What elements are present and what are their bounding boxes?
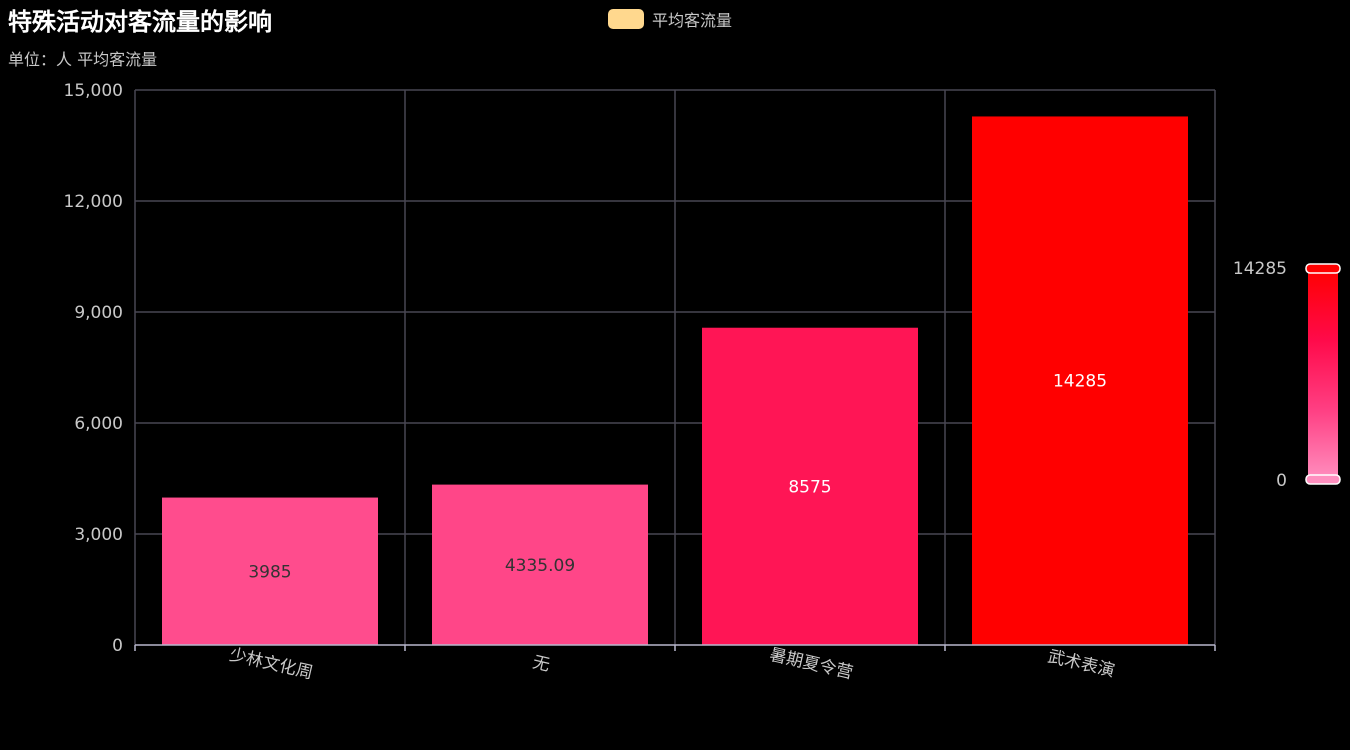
visual-map-bar <box>1308 268 1338 480</box>
x-category-label: 武术表演 <box>1046 647 1117 682</box>
visual-map-handle-bottom <box>1305 474 1341 485</box>
y-tick-label: 0 <box>112 636 123 656</box>
visual-map-min-label: 0 <box>1276 471 1287 491</box>
bar <box>972 116 1188 645</box>
visual-map-max-label: 14285 <box>1233 259 1287 279</box>
bar <box>702 327 918 645</box>
y-tick-label: 6,000 <box>74 414 123 434</box>
bar <box>162 497 378 645</box>
bar-value-label: 3985 <box>248 562 291 582</box>
x-category-label: 少林文化周 <box>227 645 314 684</box>
y-tick-label: 9,000 <box>74 303 123 323</box>
legend[interactable]: 平均客流量 <box>608 7 732 31</box>
bar-value-label: 14285 <box>1053 372 1107 392</box>
legend-swatch[interactable] <box>608 9 644 29</box>
x-category-label: 暑期夏令营 <box>767 645 854 684</box>
chart-subtitle: 单位：人 平均客流量 <box>8 50 158 69</box>
y-tick-label: 3,000 <box>74 525 123 545</box>
y-tick-label: 15,000 <box>64 81 123 101</box>
bar-value-label: 4335.09 <box>505 556 575 576</box>
chart-title: 特殊活动对客流量的影响 <box>8 8 272 36</box>
y-tick-label: 12,000 <box>64 192 123 212</box>
visual-map: 14285 0 <box>1233 259 1341 491</box>
legend-label[interactable]: 平均客流量 <box>652 11 733 30</box>
x-category-label: 无 <box>531 652 552 675</box>
bar <box>432 484 648 645</box>
bar-value-label: 8575 <box>788 477 831 497</box>
bars: 3985 4335.09 8575 14285 <box>162 116 1188 645</box>
visual-map-handle-top <box>1305 263 1341 274</box>
